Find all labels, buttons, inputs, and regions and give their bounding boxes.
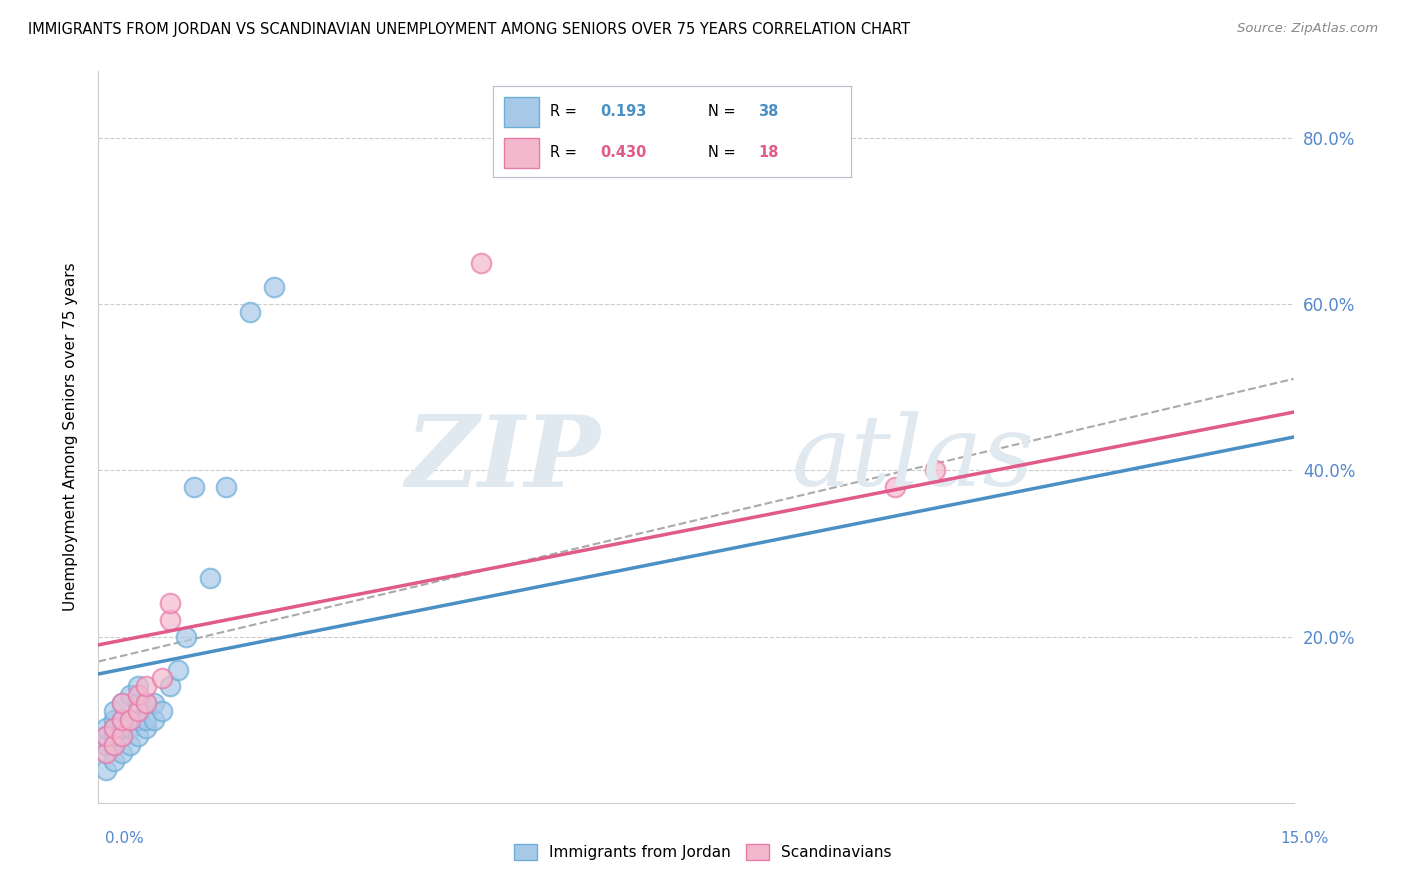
Point [120, 738, 142, 752]
Point [96, 746, 118, 760]
Point [470, 255, 492, 269]
Point [111, 746, 134, 760]
Point [127, 729, 149, 743]
Point [135, 680, 157, 694]
Point [159, 596, 181, 610]
Point [159, 680, 181, 694]
Point [127, 696, 149, 710]
Point [111, 713, 134, 727]
Point [167, 663, 190, 677]
Point [96, 738, 118, 752]
Point [159, 613, 181, 627]
Point [96, 746, 118, 760]
Point [143, 696, 166, 710]
Text: ZIP: ZIP [405, 411, 600, 508]
Point [111, 696, 134, 710]
Text: 0.0%: 0.0% [105, 831, 145, 846]
Point [127, 705, 149, 719]
Point [127, 688, 149, 702]
Point [103, 721, 125, 735]
Point [96, 763, 118, 777]
Point [127, 713, 149, 727]
Point [120, 713, 142, 727]
Point [103, 713, 125, 727]
Point [183, 480, 205, 494]
Text: 15.0%: 15.0% [1281, 831, 1329, 846]
Point [111, 696, 134, 710]
Y-axis label: Unemployment Among Seniors over 75 years: Unemployment Among Seniors over 75 years [63, 263, 77, 611]
Point [120, 713, 142, 727]
Point [127, 680, 149, 694]
Point [143, 713, 166, 727]
Point [96, 721, 118, 735]
Point [263, 280, 285, 294]
Point [239, 305, 262, 319]
Point [135, 721, 157, 735]
Point [103, 729, 125, 743]
Point [103, 721, 125, 735]
Point [111, 713, 134, 727]
Point [103, 738, 125, 752]
Point [135, 696, 157, 710]
Point [215, 480, 238, 494]
Point [111, 729, 134, 743]
Point [150, 671, 173, 685]
Text: IMMIGRANTS FROM JORDAN VS SCANDINAVIAN UNEMPLOYMENT AMONG SENIORS OVER 75 YEARS : IMMIGRANTS FROM JORDAN VS SCANDINAVIAN U… [28, 22, 910, 37]
Point [198, 571, 221, 585]
Point [111, 721, 134, 735]
Point [103, 738, 125, 752]
Point [120, 721, 142, 735]
Text: atlas: atlas [792, 411, 1035, 507]
Point [96, 729, 118, 743]
Point [924, 463, 946, 477]
Point [111, 729, 134, 743]
Point [884, 480, 907, 494]
Point [135, 713, 157, 727]
Point [150, 705, 173, 719]
Text: Source: ZipAtlas.com: Source: ZipAtlas.com [1237, 22, 1378, 36]
Point [103, 754, 125, 768]
Legend: Immigrants from Jordan, Scandinavians: Immigrants from Jordan, Scandinavians [508, 838, 898, 866]
Point [120, 688, 142, 702]
Point [135, 696, 157, 710]
Point [174, 630, 197, 644]
Point [103, 705, 125, 719]
Point [96, 729, 118, 743]
